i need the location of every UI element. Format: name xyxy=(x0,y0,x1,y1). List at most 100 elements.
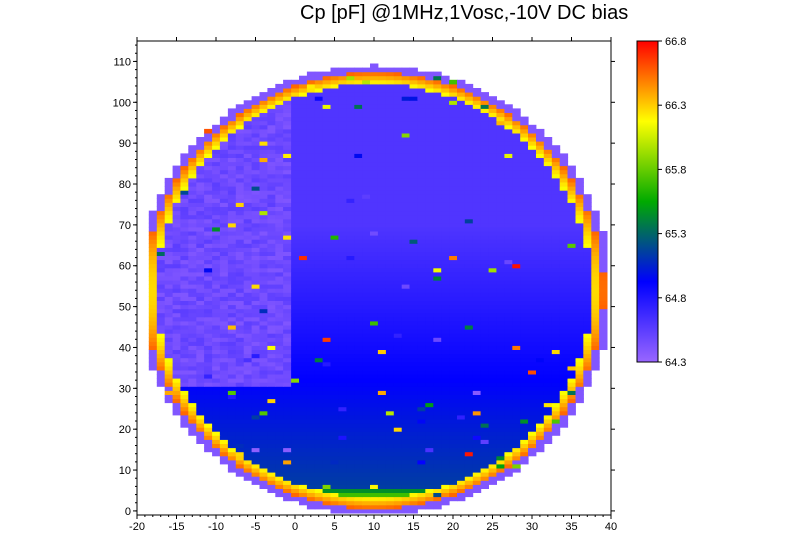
heatmap-cell xyxy=(338,361,347,367)
heatmap-cell xyxy=(306,284,316,289)
heatmap-cell xyxy=(338,132,347,138)
heatmap-cell xyxy=(354,173,363,179)
heatmap-cell xyxy=(314,280,324,285)
heatmap-cell xyxy=(314,496,324,502)
heatmap-cell xyxy=(299,104,308,109)
heatmap-cell xyxy=(449,214,458,220)
heatmap-cell xyxy=(377,484,387,489)
heatmap-cell xyxy=(370,468,379,473)
heatmap-cell xyxy=(259,177,268,183)
heatmap-cell xyxy=(196,218,205,224)
heatmap-cell xyxy=(425,463,434,469)
heatmap-cell xyxy=(417,182,426,187)
heatmap-cell xyxy=(370,280,379,285)
heatmap-cell xyxy=(322,325,331,330)
heatmap-cell xyxy=(575,374,584,379)
heatmap-cell xyxy=(543,210,553,216)
heatmap-cell xyxy=(267,459,276,465)
heatmap-cell xyxy=(219,365,229,371)
heatmap-cell xyxy=(212,365,221,371)
heatmap-cell xyxy=(543,255,553,261)
heatmap-cell xyxy=(227,325,237,330)
heatmap-cell xyxy=(464,280,474,285)
heatmap-cell xyxy=(401,492,411,498)
heatmap-cell xyxy=(559,365,569,371)
heatmap-cell xyxy=(512,312,521,318)
heatmap-cell xyxy=(354,402,363,408)
heatmap-cell xyxy=(346,263,355,269)
heatmap-cell xyxy=(472,443,482,449)
heatmap-cell xyxy=(346,500,355,506)
heatmap-cell xyxy=(433,288,442,293)
heatmap-cell xyxy=(283,112,292,118)
heatmap-cell xyxy=(251,480,260,485)
heatmap-cell xyxy=(259,378,268,383)
heatmap-cell xyxy=(512,145,521,150)
heatmap-cell xyxy=(362,349,371,355)
heatmap-cell xyxy=(235,427,245,432)
heatmap-cell xyxy=(259,398,268,404)
heatmap-cell xyxy=(385,508,395,514)
heatmap-cell xyxy=(417,145,426,150)
heatmap-cell xyxy=(251,284,260,289)
heatmap-cell xyxy=(385,288,395,293)
heatmap-cell xyxy=(172,247,181,252)
heatmap-cell xyxy=(543,202,553,207)
heatmap-cell xyxy=(188,263,197,269)
heatmap-cell xyxy=(267,177,276,183)
heatmap-cell xyxy=(559,390,569,395)
heatmap-cell xyxy=(227,439,237,444)
heatmap-cell xyxy=(243,419,253,424)
heatmap-cell xyxy=(299,333,308,338)
heatmap-cell xyxy=(227,263,237,269)
heatmap-cell xyxy=(464,443,474,449)
heatmap-cell xyxy=(449,222,458,228)
heatmap-cell xyxy=(243,104,253,109)
heatmap-cell xyxy=(370,300,379,306)
heatmap-cell xyxy=(551,153,561,158)
heatmap-cell xyxy=(156,365,166,371)
heatmap-cell xyxy=(338,410,347,416)
heatmap-cell xyxy=(243,394,253,400)
heatmap-cell xyxy=(457,137,466,142)
heatmap-cell xyxy=(441,112,450,118)
heatmap-cell xyxy=(188,198,197,203)
heatmap-cell xyxy=(243,292,253,297)
heatmap-cells xyxy=(148,63,608,514)
heatmap-cell xyxy=(425,406,434,412)
heatmap-cell xyxy=(377,149,387,154)
heatmap-cell xyxy=(536,231,545,236)
heatmap-cell xyxy=(188,177,197,183)
heatmap-cell xyxy=(480,177,489,183)
heatmap-cell xyxy=(449,378,458,383)
heatmap-cell xyxy=(299,398,308,404)
heatmap-cell xyxy=(235,271,245,277)
heatmap-cell xyxy=(385,100,395,105)
heatmap-cell xyxy=(338,492,347,498)
heatmap-cell xyxy=(496,402,505,408)
heatmap-cell xyxy=(148,271,158,277)
heatmap-cell xyxy=(235,349,245,355)
heatmap-cell xyxy=(235,312,245,318)
heatmap-cell xyxy=(575,386,584,391)
heatmap-cell xyxy=(401,169,411,175)
heatmap-cell xyxy=(164,288,174,293)
heatmap-cell xyxy=(591,271,600,277)
heatmap-cell xyxy=(204,190,213,195)
heatmap-cell xyxy=(464,431,474,436)
heatmap-cell xyxy=(417,333,426,338)
heatmap-cell xyxy=(488,296,497,301)
heatmap-cell xyxy=(338,251,347,256)
heatmap-cell xyxy=(164,194,174,199)
heatmap-cell xyxy=(433,239,442,244)
heatmap-cell xyxy=(306,316,316,322)
heatmap-cell xyxy=(259,214,268,220)
heatmap-cell xyxy=(346,100,355,105)
heatmap-cell xyxy=(401,259,411,265)
heatmap-cell xyxy=(235,345,245,350)
heatmap-cell xyxy=(417,177,426,183)
heatmap-cell xyxy=(520,345,529,350)
heatmap-cell xyxy=(338,206,347,212)
heatmap-cell xyxy=(409,116,418,122)
heatmap-cell xyxy=(227,116,237,122)
